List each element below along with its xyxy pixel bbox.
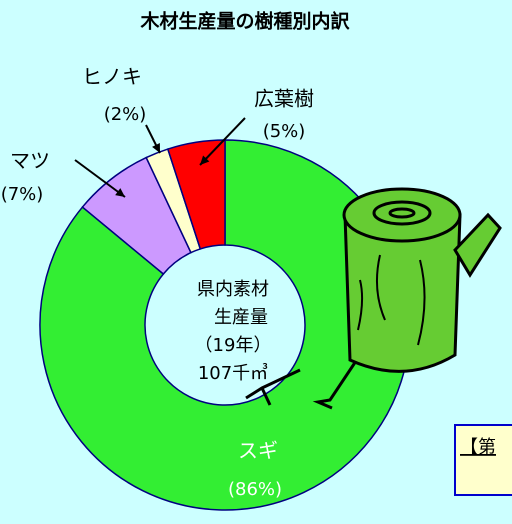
chart: 木材生産量の樹種別内訳 【第 スギ (86%) マツ (7%) ヒノキ (2%) 広葉樹 (5… — [0, 0, 512, 524]
chart-title: 木材生産量の樹種別内訳 — [139, 10, 350, 33]
category-label: 広葉樹 — [254, 87, 314, 111]
center-text: （19年） — [195, 335, 272, 356]
value-label: (5%) — [263, 121, 306, 142]
note-box — [455, 425, 512, 495]
center-text: 生産量 — [214, 307, 268, 328]
page: 木材生産量の樹種別内訳 【第 スギ (86%) マツ (7%) ヒノキ (2%) 広葉樹 (5… — [0, 0, 512, 524]
value-label: (7%) — [1, 184, 44, 205]
note-text: 【第 — [460, 437, 496, 458]
category-label: スギ — [238, 439, 278, 463]
center-text: 107千㎥ — [198, 363, 268, 384]
category-label: マツ — [10, 149, 50, 173]
center-text: 県内素材 — [197, 279, 269, 300]
category-label: ヒノキ — [82, 65, 142, 89]
value-label: (2%) — [104, 104, 147, 125]
value-label: (86%) — [228, 479, 282, 500]
